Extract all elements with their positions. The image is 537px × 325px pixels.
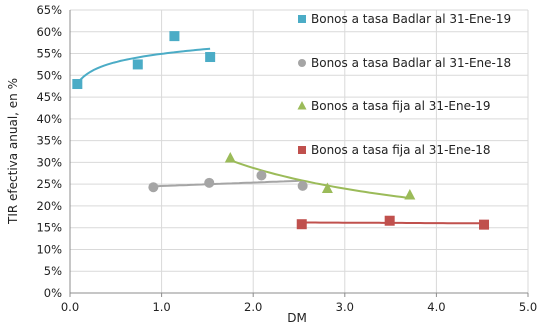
y-tick-label: 5% bbox=[44, 264, 62, 278]
y-tick-label: 25% bbox=[36, 177, 62, 191]
data-point-series-2 bbox=[298, 181, 308, 191]
data-point-series-1 bbox=[72, 79, 82, 89]
data-point-series-1 bbox=[205, 52, 215, 62]
x-tick-label: 2.0 bbox=[244, 300, 262, 314]
x-tick-label: 5.0 bbox=[519, 300, 537, 314]
y-tick-label: 35% bbox=[36, 134, 62, 148]
data-point-series-1 bbox=[169, 31, 179, 41]
legend-marker-series-1 bbox=[298, 15, 306, 23]
legend-marker-series-3 bbox=[298, 101, 307, 110]
legend-label-series-2: Bonos a tasa Badlar al 31-Ene-18 bbox=[311, 56, 511, 70]
data-point-series-3 bbox=[404, 189, 415, 200]
data-point-series-4 bbox=[479, 220, 489, 230]
y-tick-label: 60% bbox=[36, 25, 62, 39]
legend-label-series-4: Bonos a tasa fija al 31-Ene-18 bbox=[311, 143, 491, 157]
legend: Bonos a tasa Badlar al 31-Ene-19 Bonos a … bbox=[298, 12, 512, 157]
data-point-series-1 bbox=[133, 59, 143, 69]
x-tick-label: 1.0 bbox=[152, 300, 170, 314]
x-tick-label: 0.0 bbox=[61, 300, 79, 314]
y-tick-label: 40% bbox=[36, 112, 62, 126]
x-tick-label: 3.0 bbox=[336, 300, 354, 314]
y-tick-label: 20% bbox=[36, 199, 62, 213]
y-tick-label: 15% bbox=[36, 221, 62, 235]
data-point-series-4 bbox=[297, 219, 307, 229]
y-tick-labels: 0% 5% 10% 15% 20% 25% 30% 35% 40% 45% 50% 55% 60% 65% bbox=[36, 3, 62, 300]
y-tick-label: 65% bbox=[36, 3, 62, 17]
data-point-series-4 bbox=[385, 216, 395, 226]
y-tick-label: 0% bbox=[44, 286, 62, 300]
data-point-series-2 bbox=[204, 178, 214, 188]
data-point-series-3 bbox=[225, 152, 236, 163]
data-point-series-2 bbox=[256, 170, 266, 180]
data-point-series-2 bbox=[148, 182, 158, 192]
legend-marker-series-4 bbox=[298, 146, 306, 154]
y-tick-label: 10% bbox=[36, 242, 62, 256]
legend-label-series-3: Bonos a tasa fija al 31-Ene-19 bbox=[311, 99, 491, 113]
legend-marker-series-2 bbox=[298, 59, 306, 67]
y-axis-label: TIR efectiva anual, en % bbox=[6, 78, 20, 225]
x-tick-label: 4.0 bbox=[427, 300, 445, 314]
y-tick-label: 55% bbox=[36, 47, 62, 61]
trend-line-series-3 bbox=[230, 160, 409, 198]
x-axis-label: DM bbox=[287, 311, 307, 325]
y-tick-label: 50% bbox=[36, 68, 62, 82]
y-tick-label: 45% bbox=[36, 90, 62, 104]
legend-label-series-1: Bonos a tasa Badlar al 31-Ene-19 bbox=[311, 12, 511, 26]
y-tick-label: 30% bbox=[36, 155, 62, 169]
trend-line-series-2 bbox=[153, 181, 302, 187]
